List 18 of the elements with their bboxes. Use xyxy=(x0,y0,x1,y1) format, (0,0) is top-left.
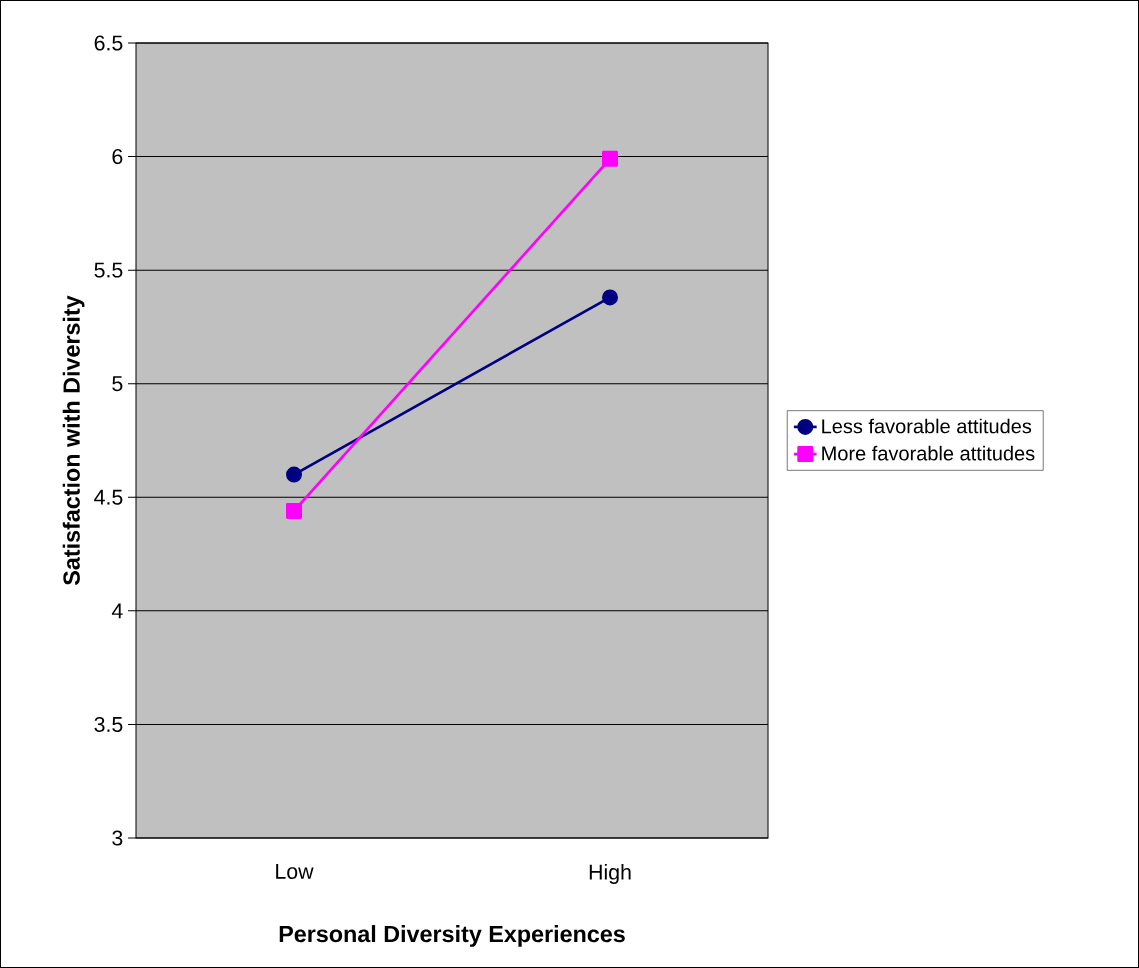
legend-label: Less favorable attitudes xyxy=(822,418,1032,434)
point xyxy=(285,466,303,483)
y-tick-label: 4 xyxy=(111,603,123,619)
y-tick-label: 5.5 xyxy=(94,262,123,278)
y-tick-label: 3.5 xyxy=(94,716,123,732)
point xyxy=(602,289,619,306)
point xyxy=(602,150,619,167)
legend-label: More favorable attitudes xyxy=(822,445,1035,461)
y-tick-label: 3 xyxy=(112,830,123,846)
y-tick-label: 5 xyxy=(112,376,123,392)
y-axis-title: Satisfaction with Diversity xyxy=(62,295,85,586)
y-tick-label: 6 xyxy=(112,149,123,165)
x-axis-title: Personal Diversity Experiences xyxy=(279,925,625,947)
x-tick-label: Low xyxy=(276,864,314,879)
y-tick-label: 4.5 xyxy=(94,489,123,505)
point xyxy=(285,502,303,519)
y-tick-label: 6.5 xyxy=(94,35,123,51)
x-tick-label: High xyxy=(589,864,631,884)
